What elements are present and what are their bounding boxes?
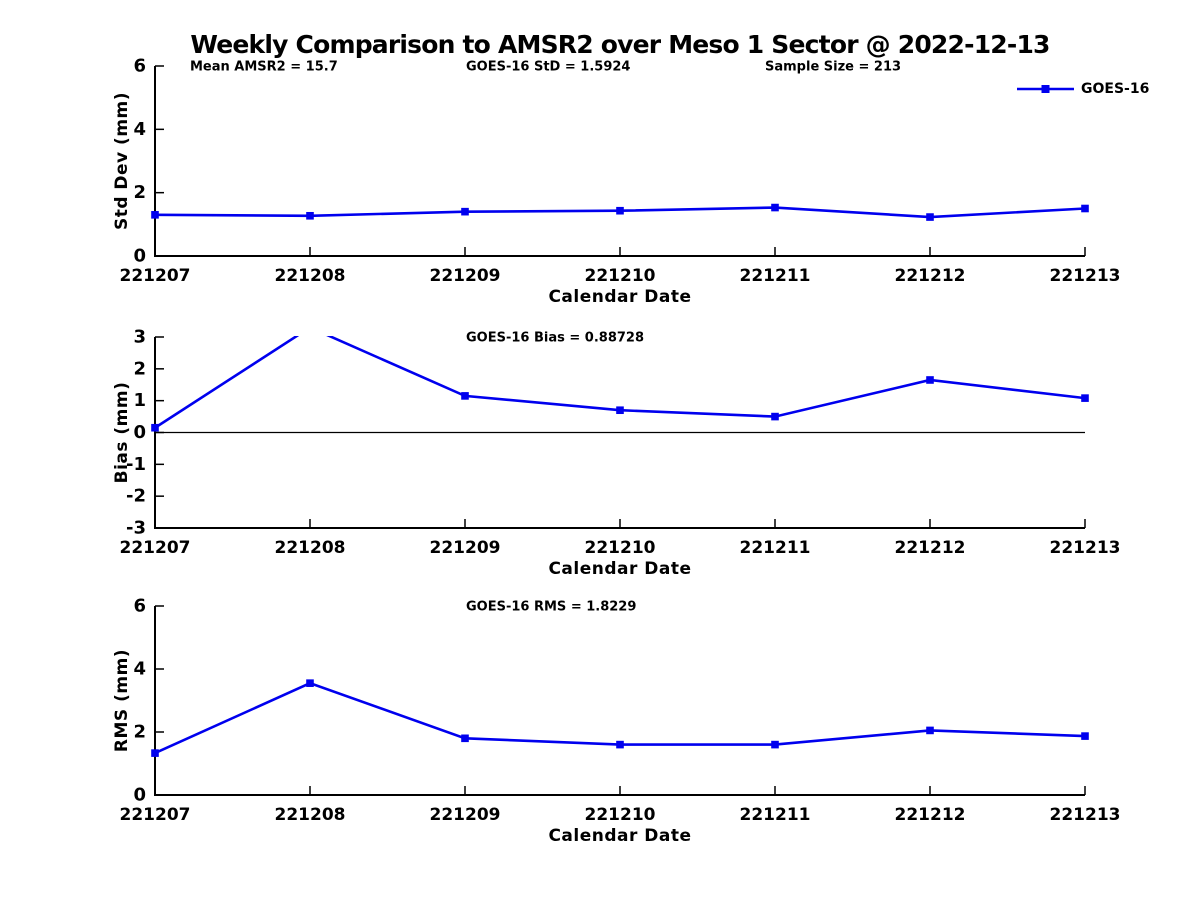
stat-annotation: GOES-16 RMS = 1.8229 xyxy=(466,600,636,615)
data-point-marker xyxy=(926,726,934,735)
data-point-marker xyxy=(461,734,469,743)
data-point-marker xyxy=(306,211,314,220)
y-tick-label: 4 xyxy=(133,119,146,140)
y-axis-label: RMS (mm) xyxy=(112,649,132,752)
x-tick-label: 221213 xyxy=(1050,266,1121,286)
x-axis-label: Calendar Date xyxy=(548,826,691,846)
x-tick-label: 221210 xyxy=(585,266,656,286)
x-axis-label: Calendar Date xyxy=(548,287,691,307)
x-tick-label: 221212 xyxy=(895,538,966,558)
x-tick-label: 221211 xyxy=(740,266,811,286)
x-tick-label: 221211 xyxy=(740,805,811,825)
chart-title: Weekly Comparison to AMSR2 over Meso 1 S… xyxy=(190,30,1050,59)
y-tick-label: 3 xyxy=(133,327,146,348)
y-axis-label: Bias (mm) xyxy=(112,382,132,484)
y-tick-label: 2 xyxy=(133,182,146,203)
data-point-marker xyxy=(771,740,779,749)
y-tick-label: -1 xyxy=(126,454,146,475)
y-tick-label: 0 xyxy=(133,246,146,267)
x-tick-label: 221207 xyxy=(120,805,191,825)
x-tick-label: 221210 xyxy=(585,805,656,825)
y-tick-label: -2 xyxy=(126,486,146,507)
x-tick-label: 221209 xyxy=(430,538,501,558)
axis-spines xyxy=(154,66,1085,257)
x-tick-label: 221213 xyxy=(1050,805,1121,825)
data-point-marker xyxy=(151,211,159,219)
data-point-marker xyxy=(926,376,934,384)
x-tick-label: 221208 xyxy=(275,538,346,558)
x-tick-label: 221212 xyxy=(895,805,966,825)
data-point-marker xyxy=(306,679,314,687)
data-point-marker xyxy=(771,412,779,421)
data-point-marker xyxy=(616,740,624,749)
x-tick-label: 221211 xyxy=(740,538,811,558)
data-point-marker xyxy=(1081,732,1089,740)
data-point-marker xyxy=(1081,394,1089,402)
y-tick-label: 6 xyxy=(133,56,146,77)
y-tick-label: 2 xyxy=(133,722,146,743)
stat-annotation: Mean AMSR2 = 15.7 xyxy=(190,60,338,75)
x-tick-label: 221209 xyxy=(430,266,501,286)
data-point-marker xyxy=(616,206,624,215)
std-dev-panel: 0 2 4 6 221207 221208 221209 221210 221211 221212… xyxy=(112,56,1149,308)
data-point-marker xyxy=(151,749,159,757)
y-tick-label: 4 xyxy=(133,659,146,680)
x-tick-label: 221207 xyxy=(120,538,191,558)
x-tick-label: 221213 xyxy=(1050,538,1121,558)
data-point-marker xyxy=(306,324,314,332)
y-axis-label: Std Dev (mm) xyxy=(112,92,132,230)
y-tick-label: 6 xyxy=(133,596,146,617)
axis-spines xyxy=(154,606,1085,796)
y-tick-label: 1 xyxy=(133,390,146,411)
data-point-marker xyxy=(461,207,469,216)
x-tick-label: 221207 xyxy=(120,266,191,286)
x-tick-label: 221209 xyxy=(430,805,501,825)
data-point-marker xyxy=(1081,204,1089,213)
x-tick-label: 221208 xyxy=(275,805,346,825)
rms-panel: 0 2 4 6 221207 221208 221209 221210 221211 221212… xyxy=(112,596,1120,847)
x-tick-label: 221212 xyxy=(895,266,966,286)
y-tick-label: -3 xyxy=(126,518,146,539)
legend-marker-sample xyxy=(1041,85,1050,93)
bias-panel: -3 -2 -1 0 1 2 3 221207 221208 221209 221210 221211… xyxy=(112,324,1121,580)
y-tick-label: 2 xyxy=(133,358,146,379)
data-point-marker xyxy=(151,423,159,432)
data-point-marker xyxy=(771,203,779,212)
y-tick-label: 0 xyxy=(133,785,146,806)
x-tick-label: 221208 xyxy=(275,266,346,286)
y-tick-label: 0 xyxy=(133,422,146,443)
data-point-marker xyxy=(926,213,934,221)
stat-annotation: GOES-16 StD = 1.5924 xyxy=(466,60,630,75)
stat-annotation: Sample Size = 213 xyxy=(765,60,901,75)
stat-annotation: GOES-16 Bias = 0.88728 xyxy=(466,331,644,346)
data-point-marker xyxy=(616,406,624,415)
x-tick-label: 221210 xyxy=(585,538,656,558)
legend-label: GOES-16 xyxy=(1081,81,1149,97)
data-point-marker xyxy=(461,392,469,400)
x-axis-label: Calendar Date xyxy=(548,559,691,579)
